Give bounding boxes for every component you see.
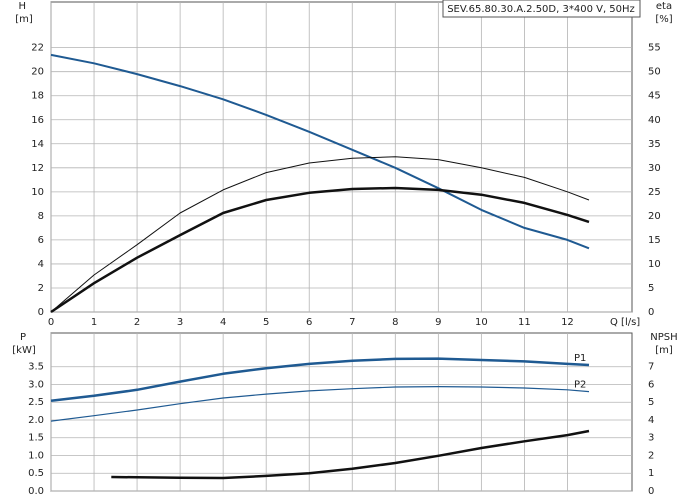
- y-tick-label: 1.5: [28, 433, 44, 444]
- x-tick-label: 7: [349, 317, 355, 328]
- y-tick-label: 0: [38, 307, 44, 318]
- x-tick-label: 9: [435, 317, 441, 328]
- y2-axis-label: NPSH: [650, 332, 677, 343]
- series-label: P1: [574, 353, 586, 364]
- y-tick-label: 3.0: [28, 379, 44, 390]
- y2-tick-label: 10: [648, 259, 661, 270]
- y-tick-label: 1.0: [28, 450, 44, 461]
- x-tick-label: 1: [91, 317, 97, 328]
- y2-tick-label: 2: [648, 450, 654, 461]
- y2-tick-label: 30: [648, 163, 661, 174]
- y2-tick-label: 1: [648, 468, 654, 479]
- y-tick-label: 16: [31, 115, 44, 126]
- y2-tick-label: 45: [648, 91, 661, 102]
- y2-tick-label: 20: [648, 211, 661, 222]
- x-tick-label: 10: [475, 317, 488, 328]
- y2-tick-label: 0: [648, 307, 654, 318]
- y2-axis-label: [m]: [655, 345, 673, 356]
- y2-tick-label: 40: [648, 115, 661, 126]
- y2-tick-label: 7: [648, 362, 654, 373]
- y2-axis-label: eta: [656, 1, 672, 12]
- x-tick-label: 6: [306, 317, 312, 328]
- y-tick-label: 12: [31, 163, 44, 174]
- title-box: [442, 0, 641, 18]
- x-tick-label: 8: [392, 317, 398, 328]
- y-tick-label: 3.5: [28, 362, 44, 373]
- y2-tick-label: 50: [648, 67, 661, 78]
- y2-tick-label: 25: [648, 187, 661, 198]
- y-axis-label: P: [20, 332, 26, 343]
- series-line: [50, 386, 590, 422]
- y-tick-label: 2.0: [28, 415, 44, 426]
- y-tick-label: 2: [38, 283, 44, 294]
- y2-axis-label: [%]: [655, 14, 672, 25]
- y2-tick-label: 3: [648, 433, 654, 444]
- series-line: [50, 53, 590, 250]
- x-tick-label: 3: [177, 317, 183, 328]
- y2-tick-label: 5: [648, 283, 654, 294]
- y-axis-label: [kW]: [12, 345, 36, 356]
- y2-tick-label: 4: [648, 415, 654, 426]
- y-tick-label: 8: [38, 211, 44, 222]
- y2-tick-label: 15: [648, 235, 661, 246]
- x-tick-label: 11: [518, 317, 531, 328]
- y-tick-label: 14: [31, 139, 44, 150]
- x-axis-label: Q [l/s]: [610, 317, 640, 328]
- y2-tick-label: 0: [648, 486, 654, 497]
- y-tick-label: 2.5: [28, 397, 44, 408]
- x-tick-label: 5: [263, 317, 269, 328]
- y-axis-label: [m]: [15, 14, 33, 25]
- y-tick-label: 22: [31, 43, 44, 54]
- x-tick-label: 0: [48, 317, 54, 328]
- y-tick-label: 10: [31, 187, 44, 198]
- series-line: [50, 357, 590, 403]
- series-line: [50, 156, 590, 313]
- series-line: [111, 429, 590, 480]
- y-tick-label: 20: [31, 67, 44, 78]
- y-tick-label: 18: [31, 91, 44, 102]
- x-tick-label: 12: [561, 317, 574, 328]
- y-tick-label: 6: [38, 235, 44, 246]
- series-label: P2: [574, 380, 586, 391]
- y-tick-label: 0.5: [28, 468, 44, 479]
- y2-tick-label: 5: [648, 397, 654, 408]
- series-line: [50, 186, 590, 314]
- y-tick-label: 4: [38, 259, 44, 270]
- chart-title: SEV.65.80.30.A.2.50D, 3*400 V, 50Hz: [447, 4, 635, 15]
- plot-frame: [50, 1, 633, 313]
- y2-tick-label: 6: [648, 379, 654, 390]
- plot-frame: [50, 332, 633, 492]
- y2-tick-label: 35: [648, 139, 661, 150]
- y-tick-label: 0.0: [28, 486, 44, 497]
- y-axis-label: H: [18, 1, 26, 12]
- x-tick-label: 2: [134, 317, 140, 328]
- x-tick-label: 4: [220, 317, 226, 328]
- y2-tick-label: 55: [648, 43, 661, 54]
